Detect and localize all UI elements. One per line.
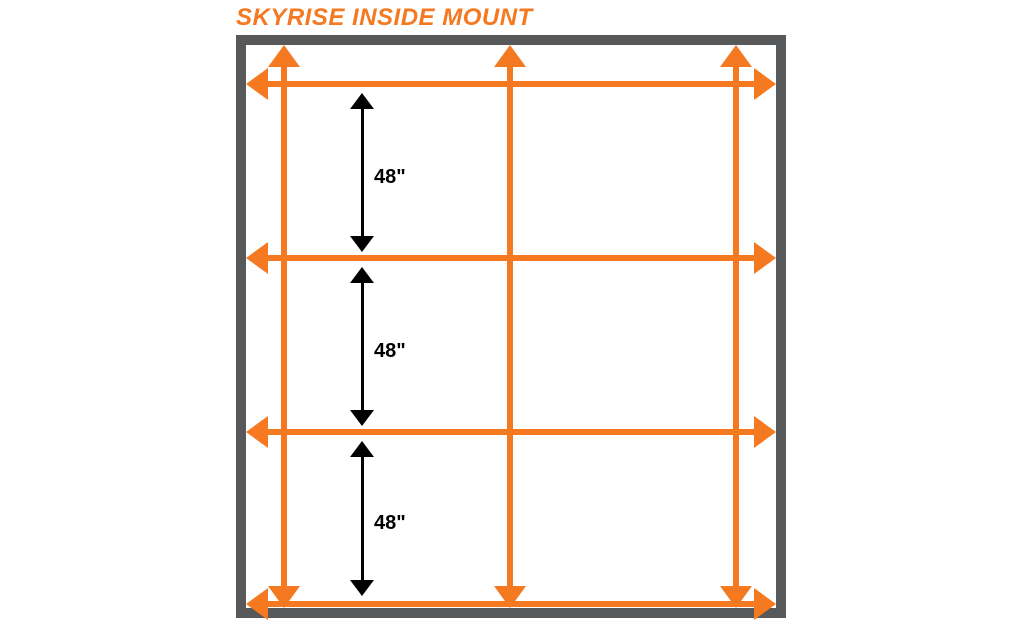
dim-arrow-down-0 [350,236,374,252]
dim-arrow-down-1 [350,410,374,426]
vert-arrow-up-0 [268,45,300,67]
vert-measure-line-2 [733,61,739,592]
vert-arrow-down-2 [720,586,752,608]
dim-arrow-up-1 [350,267,374,283]
horiz-arrow-left-3 [246,588,268,620]
vert-arrow-down-1 [494,586,526,608]
diagram-title: SKYRISE INSIDE MOUNT [236,4,533,32]
dim-line-1 [361,274,364,420]
horiz-arrow-left-0 [246,68,268,100]
vert-arrow-down-0 [268,586,300,608]
dim-line-2 [361,448,364,590]
horiz-arrow-left-2 [246,416,268,448]
diagram-canvas: SKYRISE INSIDE MOUNT 48" 48" 48" [0,0,1025,625]
vert-measure-line-0 [281,61,287,592]
horiz-arrow-right-3 [754,588,776,620]
dim-label-2: 48" [374,512,406,535]
horiz-arrow-right-2 [754,416,776,448]
dim-arrow-up-2 [350,441,374,457]
horiz-arrow-left-1 [246,242,268,274]
horiz-arrow-right-1 [754,242,776,274]
vert-arrow-up-2 [720,45,752,67]
dim-label-0: 48" [374,166,406,189]
horiz-arrow-right-0 [754,68,776,100]
dim-label-1: 48" [374,340,406,363]
vert-measure-line-1 [507,61,513,592]
dim-line-0 [361,100,364,246]
dim-arrow-down-2 [350,580,374,596]
dim-arrow-up-0 [350,93,374,109]
vert-arrow-up-1 [494,45,526,67]
